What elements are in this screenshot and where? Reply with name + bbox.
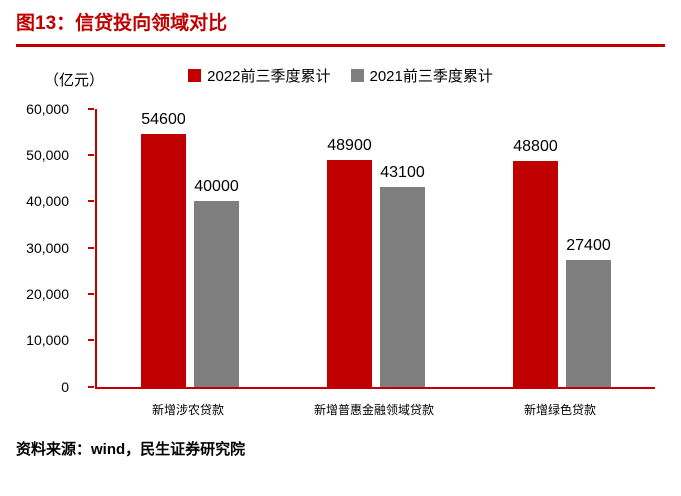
bar-group: 48800 27400	[513, 138, 611, 387]
bar-value-label: 48800	[513, 137, 558, 155]
y-axis-tick-label: 20,000	[26, 286, 69, 303]
source-note: 资料来源：wind，民生证券研究院	[16, 440, 246, 458]
bar-series0-cat0: 54600	[141, 111, 186, 387]
chart-area: 0 10,000 20,000 30,000 40,000 50,000 60,000 54…	[0, 101, 681, 395]
figure-header: 图13：信贷投向领域对比	[0, 0, 681, 47]
bar-value-label: 48900	[327, 137, 372, 155]
y-axis-unit-label: （亿元）	[44, 71, 105, 89]
figure-title: 图13：信贷投向领域对比	[16, 13, 228, 34]
y-axis-tick	[88, 385, 94, 388]
bar-series1-cat2: 27400	[566, 237, 611, 387]
bar-series0-cat2: 48800	[513, 138, 558, 387]
x-axis-category-label: 新增绿色贷款	[523, 402, 596, 417]
bar-value-label: 40000	[194, 178, 239, 196]
y-axis-tick	[88, 154, 94, 157]
bar-groups: 54600 40000 48900 43100 48800 27400	[97, 109, 655, 387]
title-underline	[16, 43, 665, 47]
legend-item: 2022前三季度累计	[188, 65, 331, 86]
x-axis-labels: 新增涉农贷款 新增普惠金融领域贷款 新增绿色贷款	[95, 395, 653, 418]
legend-swatch	[350, 68, 364, 82]
y-axis-tick	[88, 339, 94, 342]
y-axis-tick	[88, 107, 94, 110]
bar-value-label: 54600	[141, 110, 186, 128]
y-axis-tick-label: 60,000	[26, 100, 69, 117]
y-axis-tick	[88, 200, 94, 203]
bar-group: 54600 40000	[141, 111, 239, 387]
bar-series0-cat1: 48900	[327, 137, 372, 387]
y-axis-tick-label: 0	[61, 378, 69, 395]
y-axis-tick	[88, 246, 94, 249]
y-axis-tick-label: 10,000	[26, 332, 69, 349]
bar-series1-cat0: 40000	[194, 178, 239, 387]
legend-label: 2021前三季度累计	[369, 67, 493, 85]
y-axis-tick	[88, 293, 94, 296]
bar-series1-cat1: 43100	[380, 164, 425, 387]
chart-legend: 2022前三季度累计 2021前三季度累计	[0, 57, 681, 86]
y-axis-tick-label: 40,000	[26, 193, 69, 210]
x-axis-category-label: 新增普惠金融领域贷款	[313, 402, 434, 417]
legend-label: 2022前三季度累计	[207, 67, 331, 85]
bar-value-label: 43100	[380, 164, 425, 181]
y-axis-tick-label: 30,000	[26, 239, 69, 256]
plot-area: 54600 40000 48900 43100 48800 27400	[95, 108, 655, 389]
chart-top-row: （亿元） 2022前三季度累计 2021前三季度累计	[0, 57, 681, 93]
bar-group: 48900 43100	[327, 137, 425, 387]
legend-swatch	[188, 68, 202, 82]
bar-value-label: 27400	[566, 236, 611, 254]
y-axis-labels: 0 10,000 20,000 30,000 40,000 50,000 60,000	[0, 101, 85, 395]
x-axis-category-label: 新增涉农贷款	[151, 402, 224, 417]
y-axis-tick-label: 50,000	[26, 147, 69, 164]
legend-item: 2021前三季度累计	[350, 65, 493, 86]
